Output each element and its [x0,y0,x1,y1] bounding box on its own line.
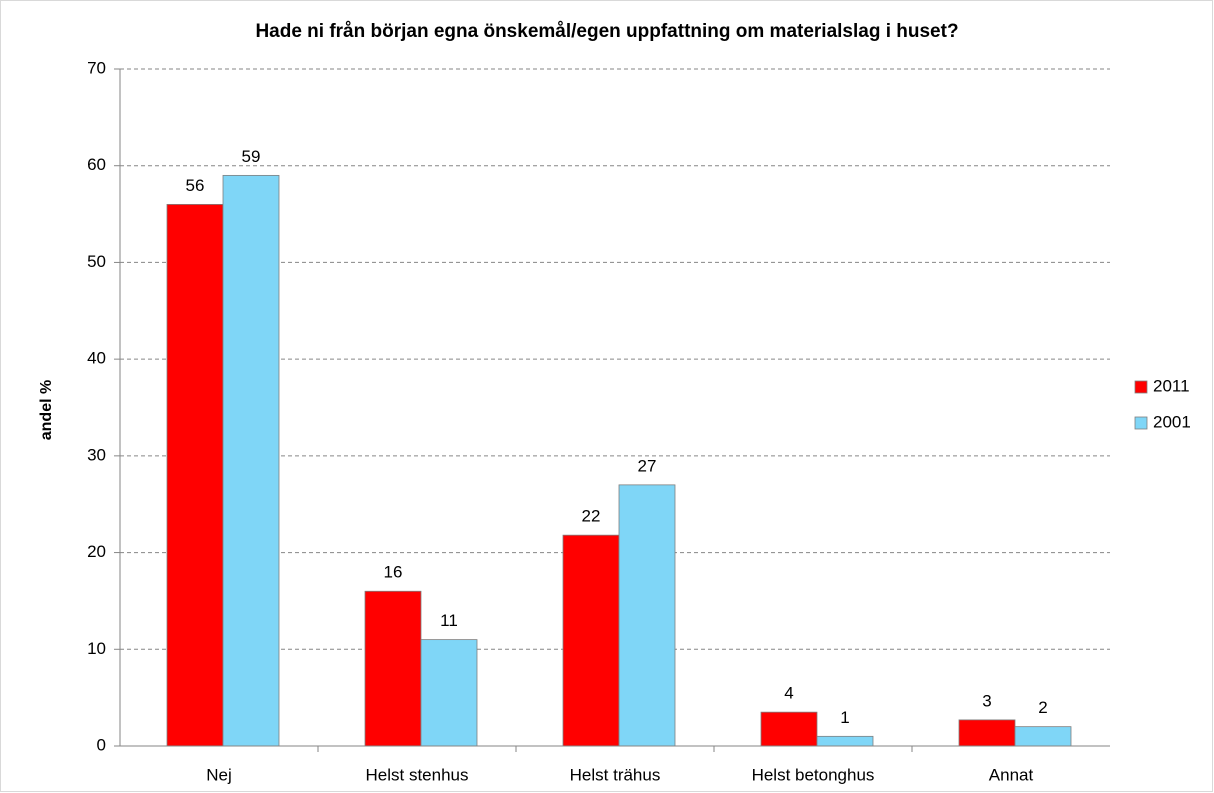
legend-label: 2011 [1153,376,1190,395]
x-tick-label: Helst stenhus [366,765,469,784]
data-label: 16 [384,563,403,582]
bar [420,639,478,747]
bar [760,711,818,747]
data-label: 59 [242,147,261,166]
bar [364,590,422,747]
legend-swatch [1134,416,1148,430]
data-label: 2 [1038,698,1047,717]
data-label: 22 [582,507,601,526]
chart-title: Hade ni från början egna önskemål/egen u… [255,21,958,42]
y-axis-label: andel % [38,380,55,440]
bar [816,735,874,747]
y-tick-label: 0 [97,735,106,754]
x-tick-label: Helst trähus [570,765,661,784]
legend-swatch [1134,380,1148,394]
legend-label: 2001 [1153,412,1191,431]
y-tick-label: 10 [87,639,106,658]
bar [166,203,224,747]
x-tick-label: Nej [206,765,232,784]
y-tick-label: 70 [87,58,106,77]
bar [562,534,620,747]
x-tick-label: Annat [989,765,1034,784]
bar [618,484,676,747]
bar [958,719,1016,747]
y-tick-label: 50 [87,252,106,271]
data-label: 3 [982,691,991,710]
y-tick-label: 20 [87,542,106,561]
x-tick-label: Helst betonghus [752,765,875,784]
bar [222,174,280,747]
data-label: 27 [638,456,657,475]
y-tick-label: 60 [87,155,106,174]
data-label: 11 [440,611,458,630]
data-label: 4 [784,684,793,703]
y-tick-label: 30 [87,445,106,464]
data-label: 1 [840,708,849,727]
bar [1014,726,1072,747]
y-tick-label: 40 [87,349,106,368]
data-label: 56 [186,176,205,195]
